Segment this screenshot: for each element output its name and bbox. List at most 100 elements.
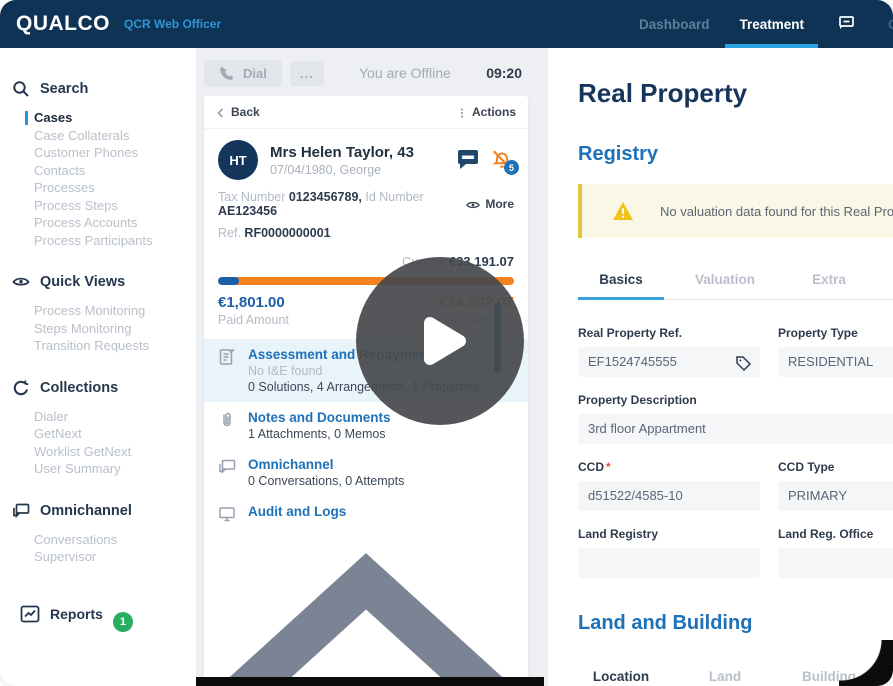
sidebar-item-conversations[interactable]: Conversations — [34, 531, 118, 547]
tab-extra[interactable]: Extra — [812, 272, 846, 287]
sidebar-item-processes[interactable]: Processes — [34, 180, 95, 195]
field-ccd-type: CCD Type PRIMARY — [778, 460, 893, 511]
field-label: CCD * — [578, 460, 611, 474]
menu-item-text: Notes and Documents 1 Attachments, 0 Mem… — [248, 410, 391, 441]
sidebar-item-transition-requests[interactable]: Transition Requests — [34, 338, 150, 353]
required-asterisk: * — [606, 460, 611, 474]
menu-item-text: Omnichannel 0 Conversations, 0 Attempts — [248, 457, 404, 488]
customer-name: Mrs Helen Taylor, 43 — [270, 143, 414, 161]
sidebar-section-collections: Collections Dialer GetNext Worklist GetN… — [13, 379, 186, 478]
message-icon[interactable] — [456, 148, 480, 170]
sidebar-reports[interactable]: Reports 1 — [20, 604, 186, 632]
tax-value: 0123456789, — [288, 190, 362, 204]
property-type-input[interactable]: RESIDENTIAL — [778, 347, 893, 377]
eye-icon — [466, 199, 481, 209]
sidebar: Search Cases Case Collaterals Customer P… — [0, 48, 196, 686]
dial-button[interactable]: Dial — [204, 59, 282, 87]
sidebar-heading-collections[interactable]: Collections — [12, 379, 186, 397]
land-building-heading: Land and Building — [578, 612, 753, 634]
paid-amount: €1,801.00 Paid Amount — [218, 294, 289, 327]
sidebar-section-search: Search Cases Case Collaterals Customer P… — [13, 80, 186, 249]
field-property-description: Property Description 3rd floor Appartmen… — [578, 393, 893, 444]
real-property-ref-input[interactable]: EF1524745555 — [578, 347, 760, 377]
land-registry-input[interactable] — [578, 548, 760, 578]
sidebar-item-getnext[interactable]: GetNext — [34, 426, 82, 441]
warning-text: No valuation data found for this Real Pr… — [660, 203, 893, 219]
sidebar-item-steps-monitoring[interactable]: Steps Monitoring — [34, 320, 132, 336]
tax-label: Tax Number — [218, 190, 286, 204]
call-status: You are Offline — [359, 65, 451, 81]
field-value: EF1524745555 — [588, 354, 677, 369]
registry-form: Real Property Ref. EF1524745555 Property… — [578, 326, 893, 578]
sidebar-item-process-accounts[interactable]: Process Accounts — [34, 215, 138, 230]
sidebar-item-process-monitoring[interactable]: Process Monitoring — [34, 303, 146, 318]
actions-button[interactable]: Actions — [457, 105, 516, 119]
menu-item-note: No I&E found — [248, 364, 323, 378]
paid-label: Paid Amount — [218, 313, 289, 327]
nav-item-clipped[interactable]: Offli — [888, 17, 893, 32]
reports-badge: 1 — [112, 611, 133, 632]
top-navbar: QUALCO QCR Web Officer Dashboard Treatme… — [0, 0, 893, 48]
field-real-property-ref: Real Property Ref. EF1524745555 — [578, 326, 760, 377]
ccd-type-input[interactable]: PRIMARY — [778, 481, 893, 511]
sidebar-heading-label: Omnichannel — [40, 502, 132, 519]
id-label: Id Number — [365, 190, 424, 204]
collapse-menu-button[interactable] — [204, 531, 528, 686]
sidebar-item-dialer[interactable]: Dialer — [34, 408, 68, 424]
chat-icon[interactable] — [834, 13, 858, 35]
tag-icon[interactable] — [735, 353, 752, 372]
more-label: More — [485, 197, 514, 211]
sidebar-heading-label: Collections — [40, 379, 119, 396]
sidebar-item-case-collaterals[interactable]: Case Collaterals — [34, 127, 130, 143]
field-land-registry: Land Registry — [578, 527, 760, 578]
tab-basics[interactable]: Basics — [578, 262, 664, 300]
field-value: RESIDENTIAL — [788, 354, 874, 369]
menu-item-notes-documents[interactable]: Notes and Documents 1 Attachments, 0 Mem… — [204, 402, 528, 449]
play-button[interactable] — [356, 257, 524, 425]
paid-progress-segment — [218, 277, 239, 285]
sidebar-heading-omnichannel[interactable]: Omnichannel — [12, 502, 186, 520]
search-icon — [12, 80, 30, 98]
field-label: Land Reg. Office — [778, 527, 874, 541]
customer-meta: Mrs Helen Taylor, 43 07/04/1980, George — [270, 144, 414, 177]
back-button[interactable]: Back — [216, 105, 260, 119]
sidebar-heading-search[interactable]: Search — [12, 80, 186, 98]
amount-progress-bar — [218, 277, 514, 285]
menu-item-info: 0 Conversations, 0 Attempts — [248, 474, 405, 488]
avatar: HT — [218, 140, 258, 180]
assessment-icon — [218, 348, 236, 366]
sidebar-item-contacts[interactable]: Contacts — [34, 162, 86, 178]
property-description-input[interactable]: 3rd floor Appartment — [578, 414, 893, 444]
chat-icon — [218, 458, 236, 476]
identifiers-more-button[interactable]: More — [466, 197, 514, 211]
qualco-logo: QUALCO — [16, 12, 110, 35]
menu-item-audit-logs[interactable]: Audit and Logs — [204, 496, 528, 531]
land-reg-office-input[interactable] — [778, 548, 893, 578]
sidebar-item-process-steps[interactable]: Process Steps — [34, 197, 118, 213]
tab-valuation[interactable]: Valuation — [694, 272, 755, 287]
ref-label: Ref. — [218, 226, 241, 240]
ccd-input[interactable]: d51522/4585-10 — [578, 481, 760, 511]
video-corner — [839, 640, 893, 686]
customer-subtitle: 07/04/1980, George — [270, 162, 382, 177]
nav-item-dashboard[interactable]: Dashboard — [638, 16, 710, 32]
quick-views-icon — [12, 273, 30, 291]
sidebar-item-supervisor[interactable]: Supervisor — [34, 549, 97, 564]
call-more-button[interactable]: ... — [289, 60, 324, 86]
sidebar-item-worklist-getnext[interactable]: Worklist GetNext — [34, 443, 132, 459]
warning-icon — [612, 201, 634, 221]
tab-land[interactable]: Land — [708, 669, 742, 684]
sidebar-item-cases[interactable]: Cases — [25, 109, 186, 127]
sidebar-section-omnichannel: Omnichannel Conversations Supervisor — [13, 502, 186, 566]
sidebar-item-customer-phones[interactable]: Customer Phones — [34, 145, 139, 160]
paid-value: €1,801.00 — [218, 294, 285, 311]
nav-item-treatment[interactable]: Treatment — [725, 16, 818, 48]
sidebar-item-user-summary[interactable]: User Summary — [34, 461, 121, 476]
sidebar-item-process-participants[interactable]: Process Participants — [34, 232, 153, 248]
menu-item-omnichannel[interactable]: Omnichannel 0 Conversations, 0 Attempts — [204, 449, 528, 496]
bell-off-icon[interactable]: 5 — [490, 148, 519, 175]
tab-location[interactable]: Location — [578, 659, 664, 686]
menu-item-title: Audit and Logs — [248, 504, 347, 519]
sidebar-heading-quick-views[interactable]: Quick Views — [12, 273, 186, 291]
